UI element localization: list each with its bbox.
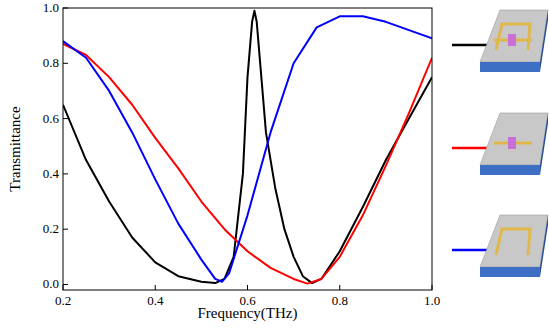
y-tick-label: 0.4 [43,166,60,181]
x-tick-label: 0.8 [332,293,348,308]
y-tick-label: 0.6 [43,111,60,126]
icon-resonator [496,229,530,255]
y-tick [63,284,68,285]
x-tick [247,285,248,290]
structure-icon [452,215,548,277]
x-tick [339,285,340,290]
y-tick-label: 1.0 [43,0,59,15]
icon-substrate [480,62,540,72]
x-tick-label: 0.4 [147,293,164,308]
x-tick-label: 1.0 [424,293,440,308]
icon-side [540,10,548,72]
y-tick-label: 0.0 [43,276,59,291]
y-tick [63,173,68,174]
x-axis-label: Frequency(THz) [198,305,298,322]
series-line [63,44,432,284]
plot-frame [63,8,432,290]
icon-substrate [480,267,540,277]
y-tick [63,63,68,64]
x-tick-label: 0.2 [55,293,71,308]
chart: 0.20.40.60.81.00.00.20.40.60.81.0Frequen… [0,0,549,330]
icon-top [480,10,548,62]
x-tick [155,285,156,290]
icon-patch [508,137,516,149]
icon-top [480,113,548,165]
y-tick-label: 0.2 [43,221,59,236]
icon-connector [452,147,488,150]
icon-top [480,215,548,267]
series-line [63,11,432,283]
icon-connector [452,44,488,47]
y-tick [63,229,68,230]
y-tick [63,118,68,119]
y-axis-label: Transmittance [7,106,23,192]
structure-icon [452,10,548,72]
structure-icon [452,113,548,175]
series-group [63,11,432,284]
axes: 0.20.40.60.81.00.00.20.40.60.81.0 [43,0,440,308]
icon-patch [508,34,516,46]
series-line [63,16,432,281]
icon-side [540,113,548,175]
y-tick-label: 0.8 [43,55,59,70]
icon-substrate [480,165,540,175]
icon-connector [452,249,488,252]
icon-resonator [496,24,530,50]
icon-side [540,215,548,277]
